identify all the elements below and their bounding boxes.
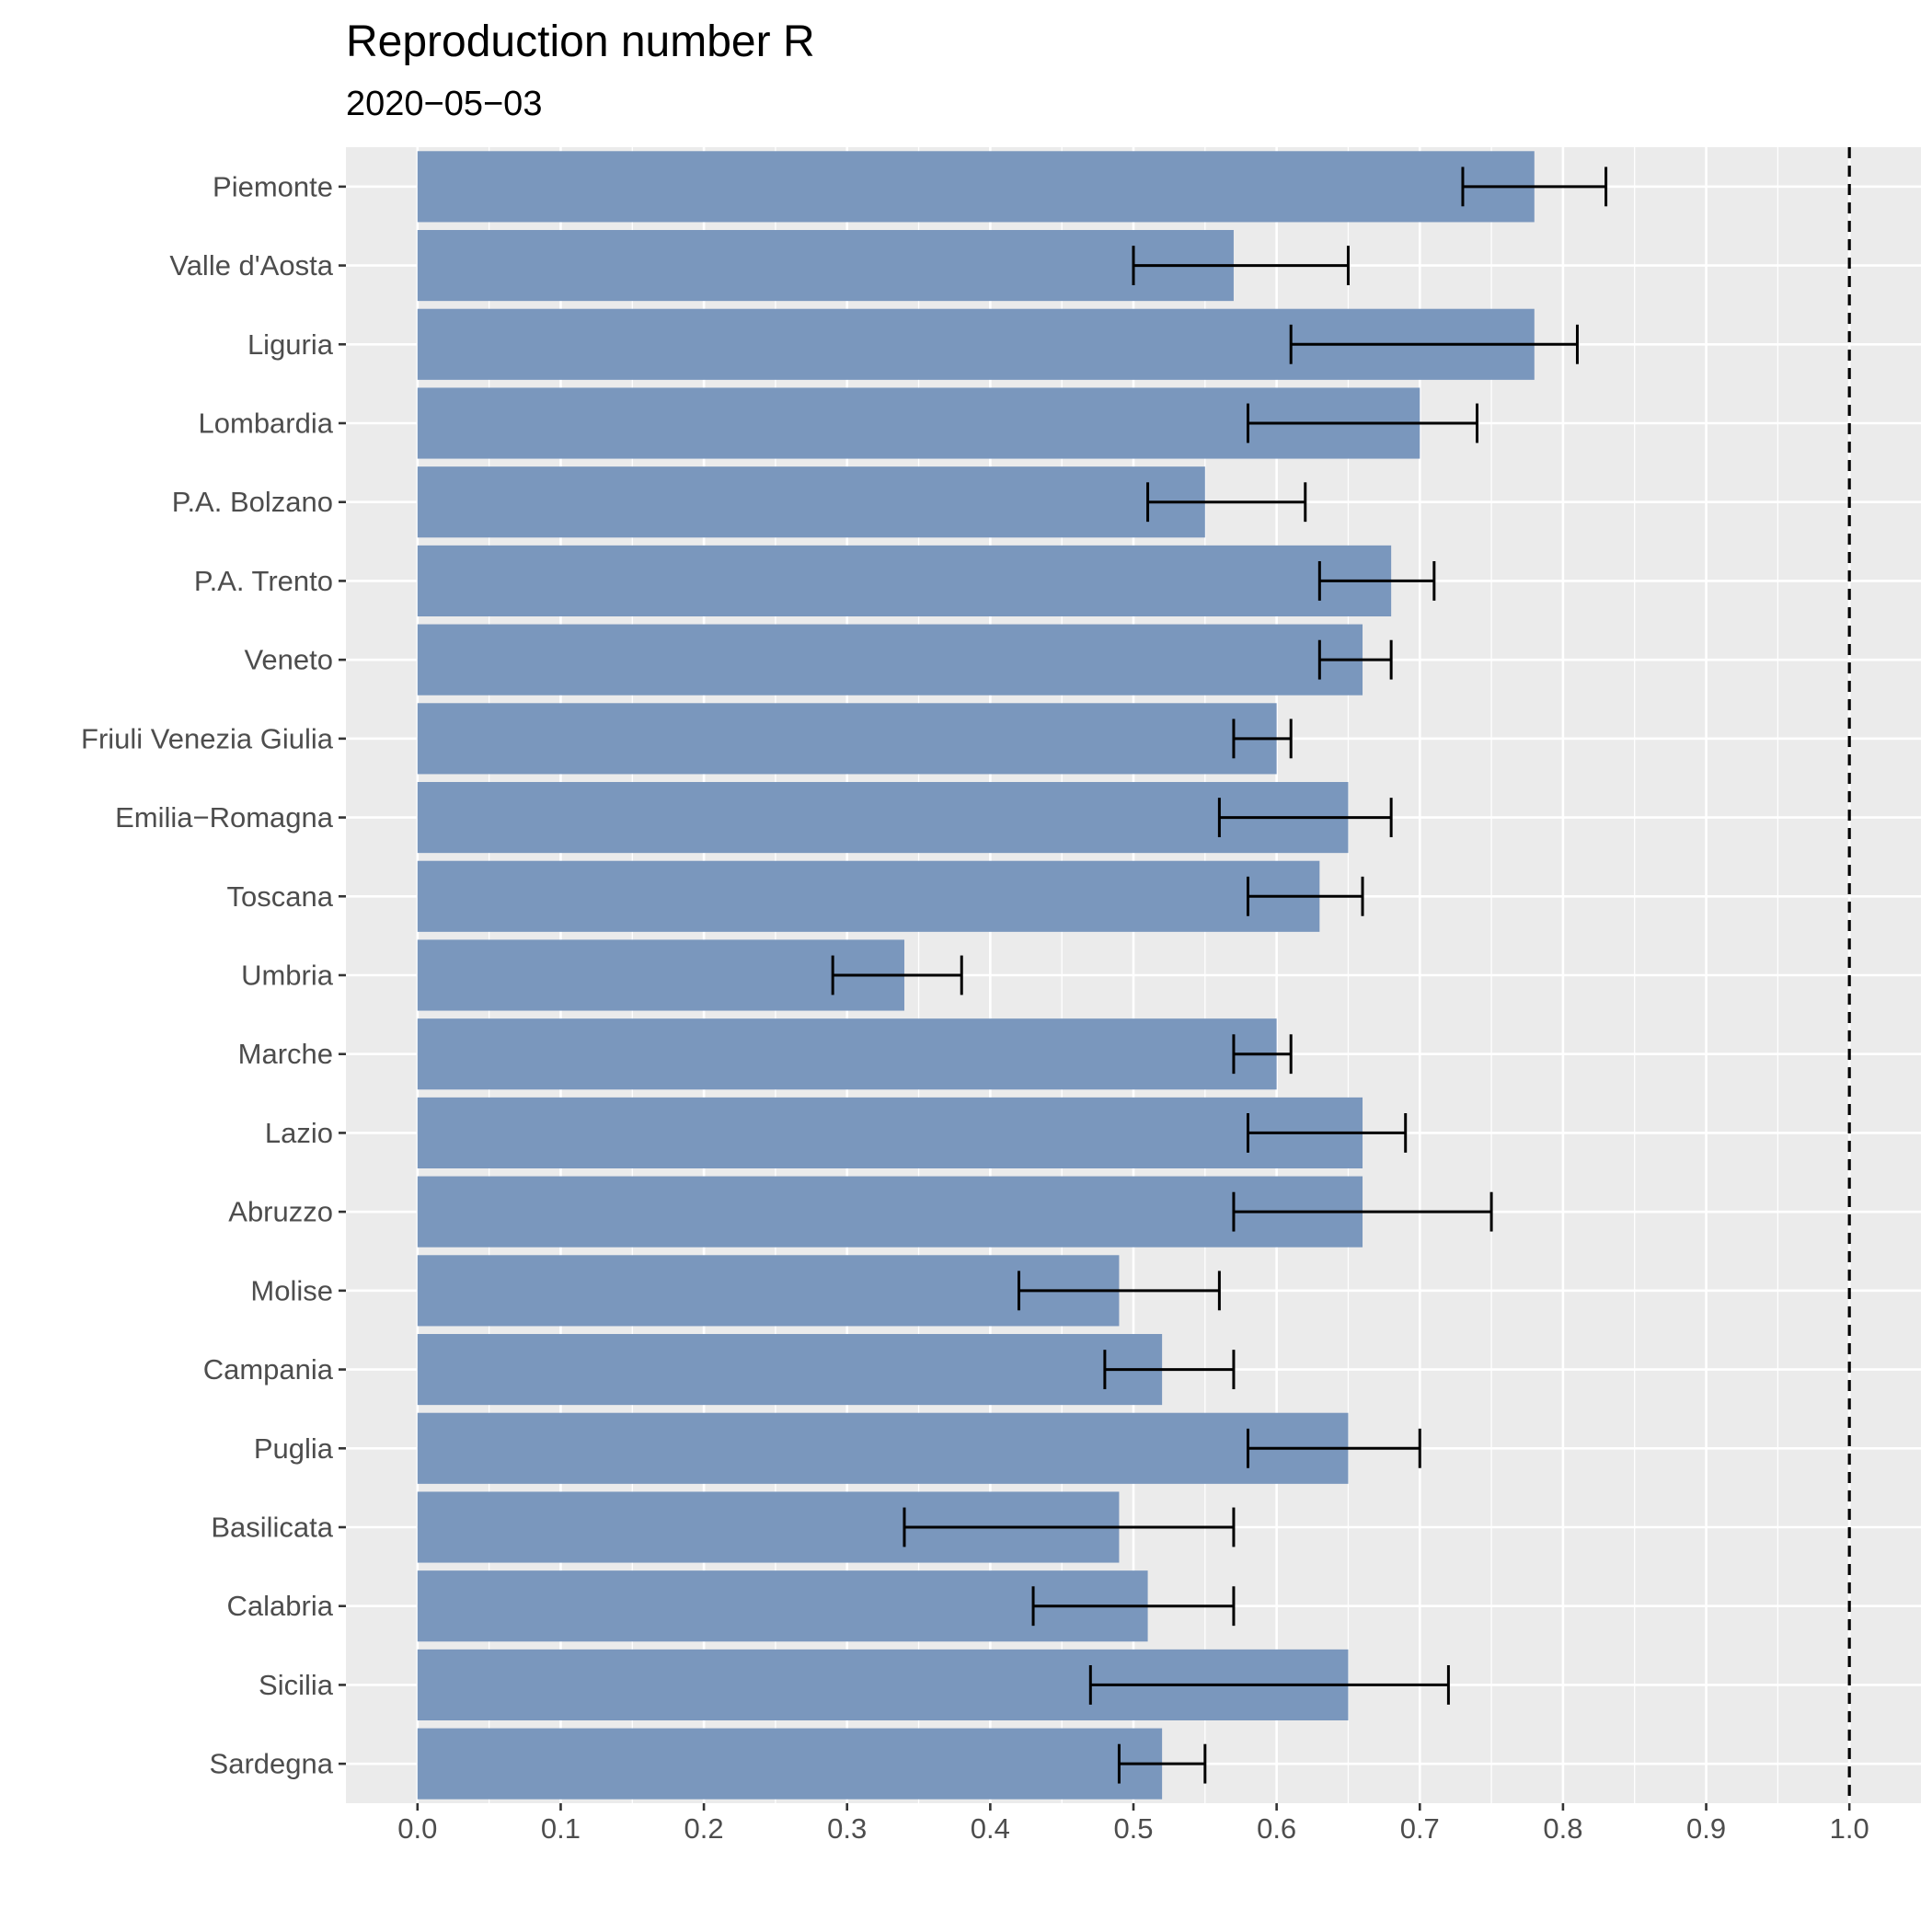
bar-11 [417,939,904,1011]
chart-subtitle: 2020−05−03 [346,85,543,123]
bar-1 [417,151,1535,223]
error-bar-2 [1132,246,1350,285]
bar-19 [417,1570,1148,1642]
x-tick-label: 0.4 [971,1812,1010,1845]
y-tick-label: Abruzzo [228,1196,333,1228]
x-tick-label: 0.6 [1257,1812,1296,1845]
error-bar-13 [1247,1113,1408,1153]
bars [417,151,1535,1800]
y-tick-label: Friuli Venezia Giulia [81,722,334,754]
y-tick-label: Piemonte [213,170,333,202]
error-bar-12 [1232,1034,1293,1075]
y-tick-label: Puglia [254,1432,334,1465]
y-tick-label: Sardegna [210,1748,334,1780]
bar-7 [417,624,1363,696]
y-tick-label: Basilicata [211,1512,333,1544]
x-tick-label: 0.5 [1113,1812,1153,1845]
y-tick-label: P.A. Trento [194,565,333,597]
x-tick-label: 0.1 [541,1812,581,1845]
error-bar-11 [831,955,963,995]
error-bar-9 [1217,798,1393,837]
error-bar-19 [1031,1586,1236,1627]
error-bar-7 [1317,639,1393,680]
bar-16 [417,1334,1163,1406]
error-bar-5 [1146,482,1307,523]
y-tick-label: Valle d'Aosta [169,249,333,282]
y-tick-label: Molise [250,1274,333,1306]
y-tick-label: Umbria [241,960,334,992]
bar-8 [417,703,1277,775]
error-bar-4 [1247,403,1479,443]
error-bars [831,167,1608,1784]
error-bar-8 [1232,719,1293,759]
error-bar-15 [1017,1271,1221,1311]
error-bar-14 [1232,1191,1493,1232]
error-bar-20 [1088,1665,1450,1705]
bar-5 [417,466,1205,538]
y-tick-label: Emilia−Romagna [115,801,334,834]
chart-title: Reproduction number R [346,17,815,66]
x-tick-label: 0.7 [1400,1812,1440,1845]
y-tick-label: Toscana [227,880,334,913]
y-tick-label: Calabria [227,1590,334,1622]
x-tick-label: 1.0 [1830,1812,1869,1845]
x-tick-label: 0.2 [684,1812,724,1845]
error-bar-17 [1247,1428,1421,1468]
y-tick-label: Lombardia [199,408,334,440]
error-bar-21 [1117,1743,1207,1784]
bar-14 [417,1176,1363,1248]
bar-17 [417,1412,1349,1484]
bar-13 [417,1097,1363,1168]
bar-2 [417,230,1234,302]
y-tick-label: Veneto [244,644,333,676]
bar-6 [417,545,1392,616]
error-bar-16 [1103,1350,1236,1389]
error-bar-1 [1461,167,1608,207]
y-tick-label: Campania [203,1353,334,1386]
x-axis: 0.0 0.1 0.2 0.3 0.4 0.5 0.6 0.7 0.8 0.9 1.0 [397,1803,1869,1845]
y-tick-label: Lazio [265,1117,333,1149]
x-tick-label: 0.9 [1686,1812,1726,1845]
error-bar-6 [1317,561,1436,601]
bar-15 [417,1255,1120,1327]
y-tick-label: Marche [238,1038,333,1070]
bar-12 [417,1018,1277,1090]
x-tick-label: 0.0 [397,1812,437,1845]
y-tick-label: Liguria [247,328,334,361]
x-tick-label: 0.3 [827,1812,867,1845]
error-bar-18 [903,1507,1236,1547]
bar-21 [417,1728,1163,1800]
y-tick-label: Sicilia [259,1669,334,1701]
error-bar-10 [1247,876,1364,916]
bar-10 [417,860,1320,932]
error-bar-3 [1289,324,1579,364]
y-tick-label: P.A. Bolzano [172,486,333,518]
bar-9 [417,782,1349,854]
x-tick-label: 0.8 [1543,1812,1582,1845]
y-axis: Piemonte Valle d'Aosta Liguria Lombardia P.A… [81,170,346,1780]
